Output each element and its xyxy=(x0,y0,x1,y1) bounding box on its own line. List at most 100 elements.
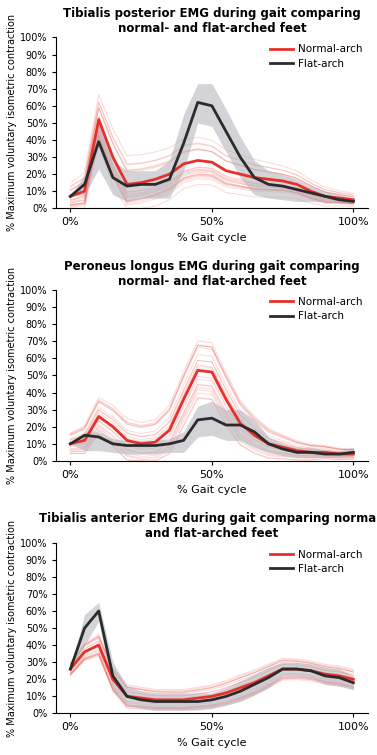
Normal-arch xyxy=(351,196,356,205)
Flat-arch xyxy=(125,181,129,190)
Flat-arch xyxy=(337,673,342,682)
Flat-arch xyxy=(181,139,186,148)
Normal-arch xyxy=(68,192,73,201)
Flat-arch xyxy=(351,448,356,457)
Line: Flat-arch: Flat-arch xyxy=(70,611,353,701)
Normal-arch xyxy=(68,664,73,673)
Normal-arch xyxy=(323,192,327,201)
Flat-arch xyxy=(97,137,101,146)
Flat-arch xyxy=(280,181,285,190)
Normal-arch xyxy=(125,436,129,445)
Normal-arch xyxy=(125,692,129,701)
Flat-arch xyxy=(238,687,242,696)
Flat-arch xyxy=(280,664,285,673)
Legend: Normal-arch, Flat-arch: Normal-arch, Flat-arch xyxy=(270,550,362,574)
Flat-arch xyxy=(125,692,129,701)
Flat-arch xyxy=(68,192,73,201)
Normal-arch xyxy=(167,695,172,704)
Normal-arch xyxy=(294,446,299,455)
Flat-arch xyxy=(266,439,271,448)
Flat-arch xyxy=(210,695,214,704)
Flat-arch xyxy=(167,697,172,706)
Normal-arch xyxy=(266,671,271,680)
Flat-arch xyxy=(68,664,73,673)
Normal-arch xyxy=(196,694,200,703)
Normal-arch xyxy=(110,422,115,431)
Normal-arch xyxy=(139,439,143,448)
Y-axis label: % Maximum voluntary isometric contraction: % Maximum voluntary isometric contractio… xyxy=(7,14,17,232)
Flat-arch xyxy=(266,180,271,189)
Normal-arch xyxy=(351,449,356,458)
Flat-arch xyxy=(153,441,158,450)
Flat-arch xyxy=(139,695,143,704)
Normal-arch xyxy=(252,678,257,687)
Flat-arch xyxy=(210,414,214,423)
Title: Tibialis anterior EMG during gait comparing normal-
and flat-arched feet: Tibialis anterior EMG during gait compar… xyxy=(39,512,377,540)
Normal-arch xyxy=(210,158,214,167)
Normal-arch xyxy=(153,174,158,183)
Normal-arch xyxy=(110,675,115,684)
Flat-arch xyxy=(323,449,327,458)
Normal-arch xyxy=(280,664,285,673)
Line: Flat-arch: Flat-arch xyxy=(70,418,353,454)
Line: Normal-arch: Normal-arch xyxy=(70,119,353,200)
Legend: Normal-arch, Flat-arch: Normal-arch, Flat-arch xyxy=(270,297,362,321)
Normal-arch xyxy=(280,442,285,451)
Normal-arch xyxy=(238,419,242,428)
Flat-arch xyxy=(224,127,228,136)
Normal-arch xyxy=(294,664,299,673)
Flat-arch xyxy=(323,671,327,680)
Normal-arch xyxy=(280,177,285,186)
Legend: Normal-arch, Flat-arch: Normal-arch, Flat-arch xyxy=(270,45,362,69)
Normal-arch xyxy=(224,395,228,404)
Flat-arch xyxy=(266,673,271,682)
Normal-arch xyxy=(167,426,172,435)
Flat-arch xyxy=(294,448,299,457)
Title: Peroneus longus EMG during gait comparing
normal- and flat-arched feet: Peroneus longus EMG during gait comparin… xyxy=(64,260,360,288)
Normal-arch xyxy=(351,675,356,684)
Flat-arch xyxy=(153,697,158,706)
Line: Flat-arch: Flat-arch xyxy=(70,103,353,202)
Normal-arch xyxy=(153,438,158,447)
Flat-arch xyxy=(82,624,87,633)
Flat-arch xyxy=(252,427,257,436)
Flat-arch xyxy=(323,192,327,201)
Flat-arch xyxy=(196,415,200,424)
Normal-arch xyxy=(181,159,186,168)
Normal-arch xyxy=(97,641,101,650)
Normal-arch xyxy=(82,186,87,196)
Flat-arch xyxy=(110,439,115,448)
Normal-arch xyxy=(252,431,257,440)
Flat-arch xyxy=(337,449,342,458)
Normal-arch xyxy=(337,449,342,458)
Normal-arch xyxy=(68,439,73,448)
Flat-arch xyxy=(97,606,101,615)
Normal-arch xyxy=(238,683,242,692)
Normal-arch xyxy=(323,448,327,457)
Normal-arch xyxy=(224,166,228,175)
Flat-arch xyxy=(167,174,172,183)
Flat-arch xyxy=(252,173,257,182)
Flat-arch xyxy=(153,180,158,189)
Normal-arch xyxy=(82,648,87,657)
Flat-arch xyxy=(337,196,342,205)
Flat-arch xyxy=(181,436,186,445)
Flat-arch xyxy=(167,439,172,448)
Normal-arch xyxy=(294,180,299,189)
X-axis label: % Gait cycle: % Gait cycle xyxy=(177,738,247,748)
Flat-arch xyxy=(238,421,242,430)
Normal-arch xyxy=(181,395,186,404)
Line: Normal-arch: Normal-arch xyxy=(70,646,353,700)
Flat-arch xyxy=(351,197,356,206)
Normal-arch xyxy=(110,153,115,162)
Normal-arch xyxy=(252,173,257,182)
Title: Tibialis posterior EMG during gait comparing
normal- and flat-arched feet: Tibialis posterior EMG during gait compa… xyxy=(63,7,361,35)
Flat-arch xyxy=(224,421,228,430)
Flat-arch xyxy=(82,180,87,189)
Flat-arch xyxy=(252,680,257,689)
Normal-arch xyxy=(196,156,200,165)
Normal-arch xyxy=(153,695,158,704)
Normal-arch xyxy=(97,412,101,421)
Flat-arch xyxy=(294,664,299,673)
Normal-arch xyxy=(167,170,172,179)
